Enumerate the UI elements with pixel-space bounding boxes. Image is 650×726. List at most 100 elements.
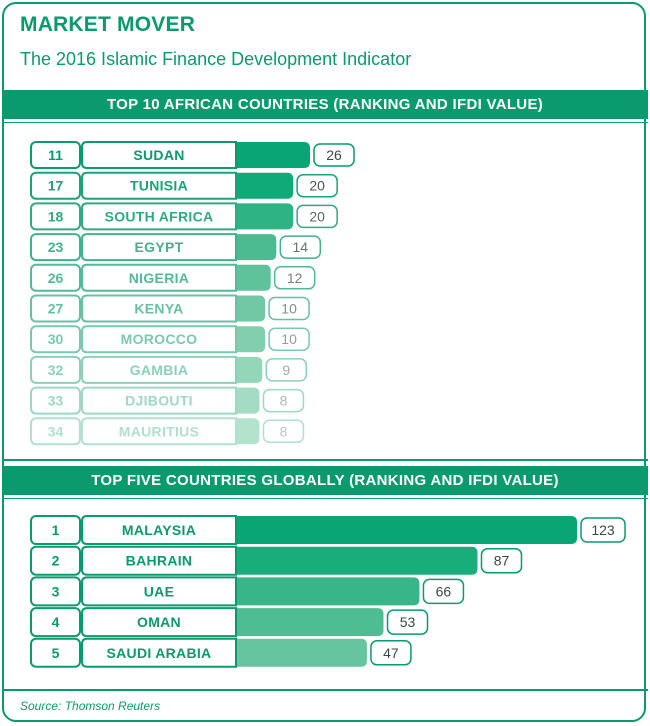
african-value-box bbox=[265, 358, 308, 382]
african-value-box bbox=[313, 143, 355, 167]
global-country-box bbox=[81, 576, 237, 607]
african-value-box bbox=[262, 419, 305, 444]
african-chart-title: TOP 10 AFRICAN COUNTRIES (RANKING AND IF… bbox=[2, 90, 648, 123]
global-value-label: 87 bbox=[494, 553, 510, 569]
african-value-label: 8 bbox=[280, 393, 288, 409]
global-rank-label: 3 bbox=[52, 583, 60, 599]
global-value-box bbox=[480, 547, 523, 574]
african-rank-box bbox=[30, 355, 81, 384]
global-rank-box bbox=[30, 637, 81, 668]
global-bar bbox=[237, 546, 478, 575]
african-rank-label: 34 bbox=[48, 423, 64, 439]
african-bar bbox=[237, 418, 260, 445]
african-value-box bbox=[268, 327, 310, 351]
african-rank-box bbox=[30, 202, 81, 231]
global-value-box bbox=[422, 578, 465, 605]
african-rank-label: 32 bbox=[48, 362, 64, 378]
african-rank-label: 18 bbox=[48, 208, 64, 224]
global-rank-box bbox=[30, 515, 81, 545]
african-value-box bbox=[279, 235, 322, 259]
african-rank-label: 30 bbox=[48, 331, 64, 347]
african-country-box bbox=[81, 325, 237, 354]
african-country-box bbox=[81, 171, 237, 200]
african-bar bbox=[237, 172, 294, 199]
african-value-box bbox=[273, 266, 316, 290]
african-value-label: 14 bbox=[293, 239, 309, 255]
african-country-box bbox=[81, 355, 237, 384]
african-rank-label: 23 bbox=[48, 239, 64, 255]
global-rank-box bbox=[30, 576, 81, 607]
african-rank-box bbox=[30, 294, 81, 323]
global-rank-label: 4 bbox=[52, 614, 60, 630]
african-rank-box bbox=[30, 263, 81, 292]
african-country-box bbox=[81, 417, 237, 446]
african-value-label: 26 bbox=[326, 147, 342, 163]
global-value-label: 53 bbox=[400, 614, 416, 630]
african-country-box bbox=[81, 141, 237, 169]
african-rank-label: 11 bbox=[48, 147, 63, 163]
page-title: MARKET MOVER bbox=[20, 13, 196, 36]
global-bar bbox=[237, 608, 384, 637]
african-rank-box bbox=[30, 171, 81, 200]
african-country-box bbox=[81, 294, 237, 323]
global-value-label: 66 bbox=[436, 583, 452, 599]
african-country-label: MOROCCO bbox=[121, 331, 198, 347]
african-rank-box bbox=[30, 233, 81, 262]
african-bar bbox=[237, 387, 260, 414]
global-rank-label: 1 bbox=[52, 522, 60, 538]
global-country-box bbox=[81, 515, 237, 545]
african-value-label: 20 bbox=[309, 178, 325, 194]
african-country-label: GAMBIA bbox=[130, 362, 189, 378]
african-country-label: TUNISIA bbox=[130, 178, 188, 194]
african-value-label: 10 bbox=[281, 331, 297, 347]
african-bar bbox=[237, 203, 294, 230]
source-note: Source: Thomson Reuters bbox=[20, 699, 161, 713]
african-bar bbox=[237, 326, 266, 353]
global-rank-label: 2 bbox=[52, 553, 60, 569]
footer-divider bbox=[2, 689, 648, 691]
african-value-box bbox=[268, 296, 310, 321]
african-country-box bbox=[81, 263, 237, 292]
global-rank-label: 5 bbox=[52, 645, 60, 661]
global-value-box bbox=[580, 517, 626, 543]
global-value-label: 47 bbox=[383, 645, 399, 661]
african-rank-label: 17 bbox=[48, 178, 64, 194]
global-value-box bbox=[386, 609, 429, 635]
african-value-label: 12 bbox=[287, 270, 303, 286]
page-subtitle: The 2016 Islamic Finance Development Ind… bbox=[20, 49, 412, 69]
global-bar bbox=[237, 638, 367, 667]
global-bar bbox=[237, 516, 577, 544]
african-value-label: 10 bbox=[281, 301, 297, 317]
african-value-box bbox=[262, 388, 305, 413]
african-value-box bbox=[296, 204, 338, 229]
african-country-label: MAURITIUS bbox=[119, 423, 199, 439]
african-country-label: SOUTH AFRICA bbox=[105, 208, 214, 224]
african-bar bbox=[237, 264, 271, 291]
global-value-box bbox=[370, 640, 412, 666]
african-rank-box bbox=[30, 325, 81, 354]
african-value-label: 20 bbox=[309, 208, 325, 224]
african-rank-box bbox=[30, 386, 81, 415]
global-country-box bbox=[81, 607, 237, 638]
african-rank-label: 27 bbox=[48, 301, 64, 317]
african-country-box bbox=[81, 386, 237, 415]
african-value-box bbox=[296, 173, 338, 198]
global-country-box bbox=[81, 545, 237, 576]
african-bar bbox=[237, 234, 277, 261]
section-divider bbox=[2, 459, 648, 461]
global-country-label: UAE bbox=[144, 583, 174, 599]
african-value-label: 9 bbox=[282, 362, 290, 378]
african-country-box bbox=[81, 202, 237, 231]
african-country-label: DJIBOUTI bbox=[125, 393, 193, 409]
african-country-box bbox=[81, 233, 237, 262]
african-rank-label: 33 bbox=[48, 393, 64, 409]
global-country-box bbox=[81, 637, 237, 668]
global-rank-box bbox=[30, 607, 81, 638]
global-country-label: SAUDI ARABIA bbox=[107, 645, 212, 661]
african-value-label: 8 bbox=[280, 423, 288, 439]
african-country-label: SUDAN bbox=[133, 147, 184, 163]
african-country-label: KENYA bbox=[134, 301, 183, 317]
global-bar bbox=[237, 577, 420, 606]
